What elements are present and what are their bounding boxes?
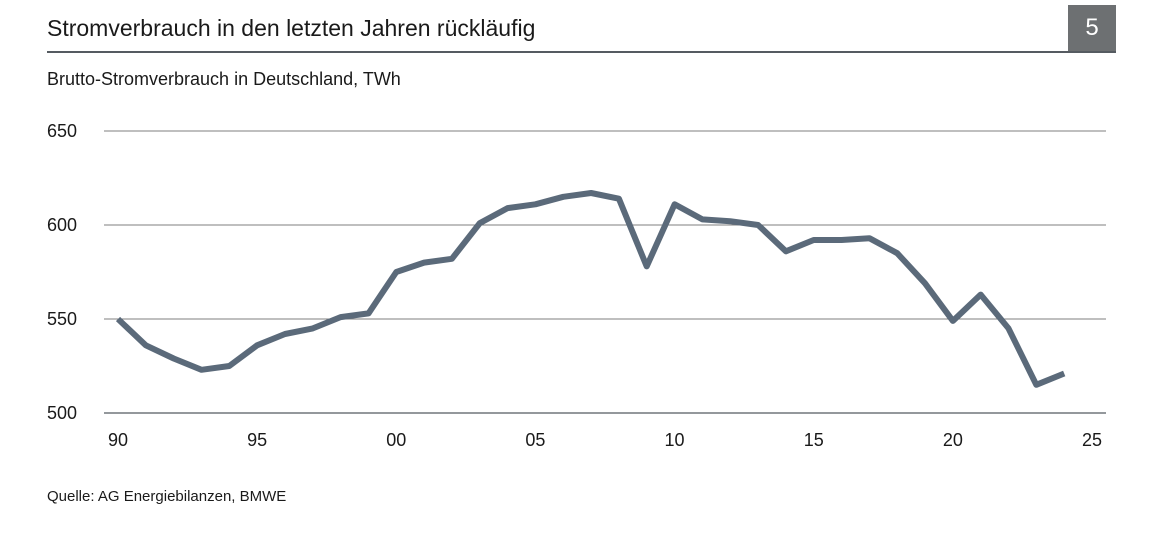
- data-point-2023: [1036, 384, 1037, 385]
- y-tick-label: 600: [47, 215, 77, 235]
- data-point-2010: [674, 204, 675, 205]
- data-point-2002: [451, 258, 452, 259]
- data-point-1998: [340, 317, 341, 318]
- data-point-2014: [785, 251, 786, 252]
- data-point-1990: [118, 319, 119, 320]
- data-point-1992: [173, 358, 174, 359]
- y-tick-label: 500: [47, 403, 77, 423]
- data-point-1996: [285, 334, 286, 335]
- data-point-2003: [479, 223, 480, 224]
- x-tick-label: 95: [247, 430, 267, 450]
- data-point-2000: [396, 272, 397, 273]
- data-point-2020: [952, 320, 953, 321]
- data-point-2006: [563, 196, 564, 197]
- x-tick-label: 05: [525, 430, 545, 450]
- data-point-2021: [980, 294, 981, 295]
- title-divider: [47, 51, 1116, 53]
- x-tick-label: 20: [943, 430, 963, 450]
- data-point-2015: [813, 240, 814, 241]
- data-point-1995: [257, 345, 258, 346]
- axis-labels: 500 550 600 650 90 95 00 05 10 15 20 25: [47, 121, 1102, 450]
- data-point-2013: [758, 225, 759, 226]
- y-tick-label: 550: [47, 309, 77, 329]
- data-point-2022: [1008, 328, 1009, 329]
- source-note: Quelle: AG Energiebilanzen, BMWE: [47, 488, 287, 505]
- x-tick-label: 25: [1082, 430, 1102, 450]
- data-point-2019: [925, 283, 926, 284]
- data-point-2009: [646, 266, 647, 267]
- page-number-badge: 5: [1068, 5, 1116, 51]
- data-point-1991: [145, 345, 146, 346]
- data-point-2018: [897, 253, 898, 254]
- data-point-2024: [1064, 373, 1065, 374]
- data-point-1997: [312, 328, 313, 329]
- data-point-2012: [730, 221, 731, 222]
- series: [115, 190, 1066, 388]
- series-line: [115, 190, 1066, 388]
- chart-subtitle: Brutto-Stromverbrauch in Deutschland, TW…: [47, 69, 401, 89]
- data-point-2001: [424, 262, 425, 263]
- data-point-1993: [201, 369, 202, 370]
- y-tick-label: 650: [47, 121, 77, 141]
- x-tick-label: 00: [386, 430, 406, 450]
- gridlines: [104, 130, 1106, 414]
- x-tick-label: 90: [108, 430, 128, 450]
- chart-title: Stromverbrauch in den letzten Jahren rüc…: [47, 15, 536, 41]
- x-tick-label: 15: [804, 430, 824, 450]
- data-point-2004: [507, 208, 508, 209]
- data-point-2005: [535, 204, 536, 205]
- data-point-2017: [869, 238, 870, 239]
- data-point-1999: [368, 313, 369, 314]
- data-point-2008: [618, 198, 619, 199]
- data-point-2007: [591, 193, 592, 194]
- data-point-2016: [841, 240, 842, 241]
- x-tick-label: 10: [665, 430, 685, 450]
- data-point-1994: [229, 366, 230, 367]
- data-point-2011: [702, 219, 703, 220]
